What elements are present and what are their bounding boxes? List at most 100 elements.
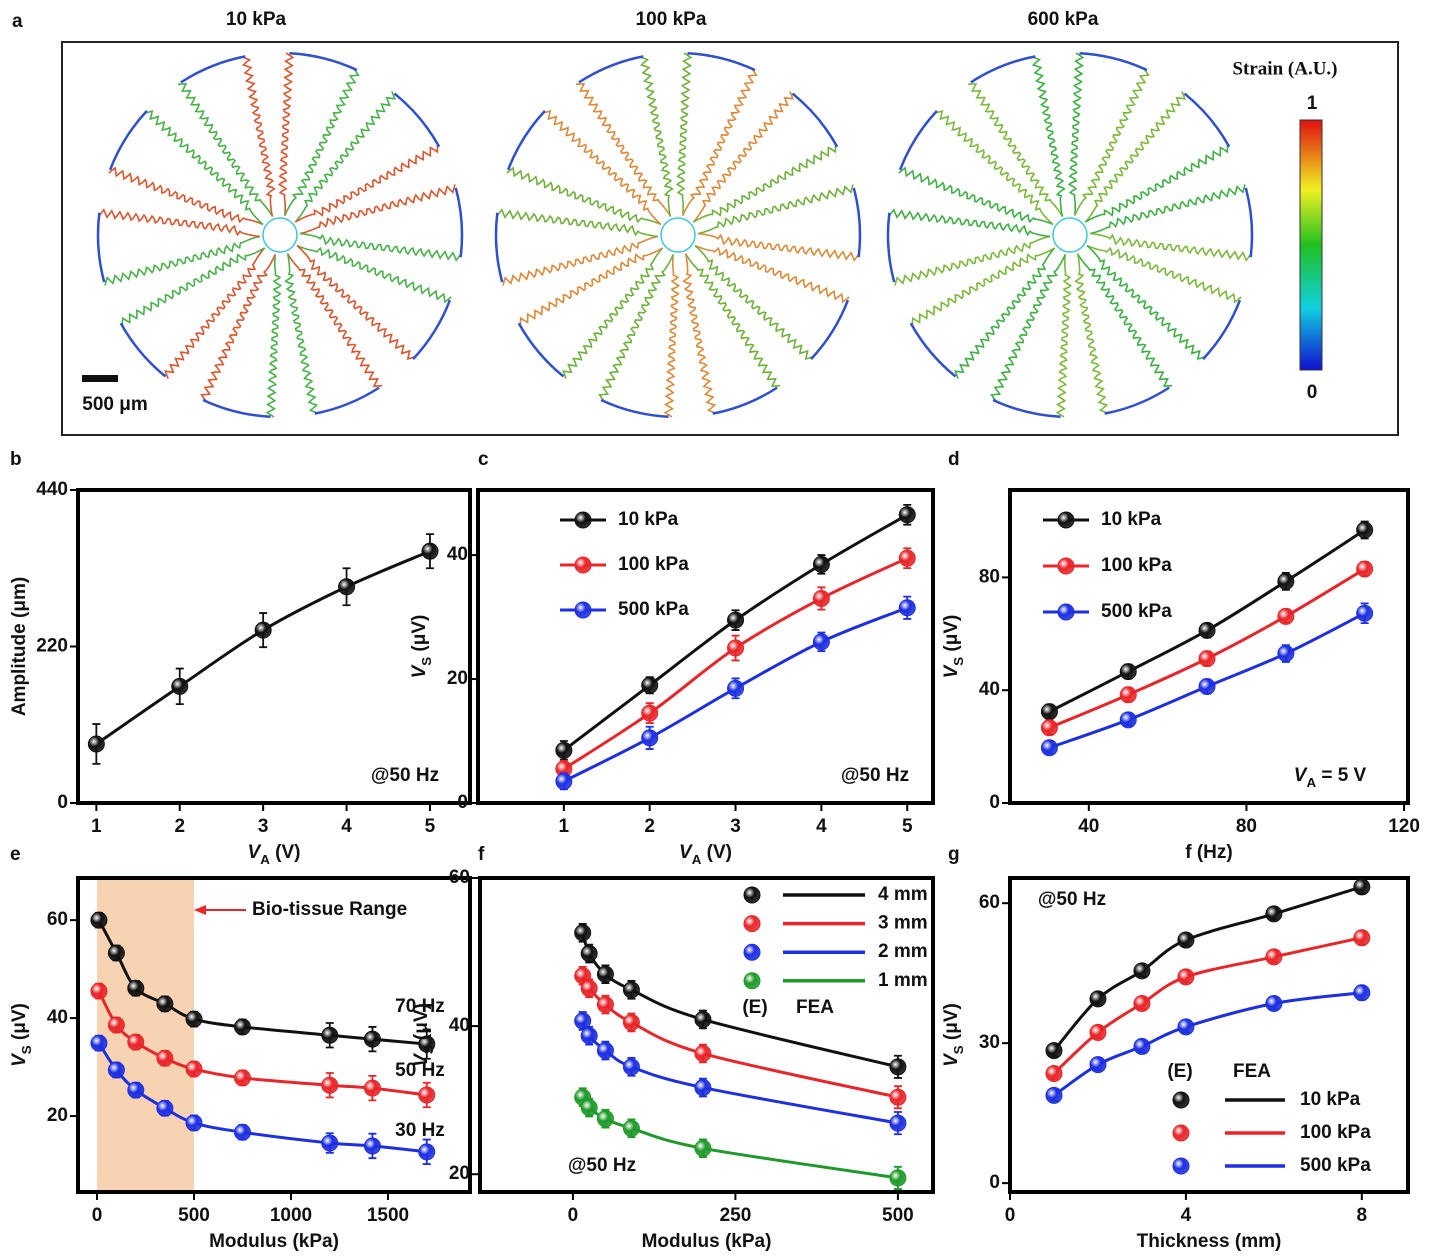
serpentine (99, 210, 260, 237)
x-axis-label-part: A (260, 852, 270, 867)
page: a10 kPa100 kPa600 kPaStrain (A.U.)01500 … (0, 0, 1429, 1256)
x-axis-label: VA (V) (679, 842, 732, 867)
annotation-part: A (1306, 775, 1316, 790)
y-tick-label: 220 (36, 636, 68, 657)
data-point (91, 912, 107, 928)
legend-label: 500 kPa (1101, 601, 1172, 622)
data-point (728, 640, 744, 656)
hub (661, 218, 695, 252)
y-tick-label: 20 (447, 668, 468, 689)
legend-marker (575, 557, 591, 573)
panel-letter: e (10, 844, 21, 865)
data-point (186, 1011, 202, 1027)
strain-map (98, 53, 462, 417)
data-point (899, 507, 915, 523)
data-point (890, 1115, 906, 1131)
data-point (1178, 932, 1194, 948)
data-point (1041, 720, 1057, 736)
sim-title: 10 kPa (226, 9, 287, 30)
annotation: @50 Hz (841, 765, 909, 786)
data-point (728, 680, 744, 696)
data-point (234, 1124, 250, 1140)
data-point (1278, 608, 1294, 624)
range-arrowhead (194, 905, 206, 915)
y-axis-label-part: (μV) (941, 1003, 962, 1045)
data-point (1090, 991, 1106, 1007)
outer-arc (1185, 94, 1230, 147)
x-tick-label: 8 (1357, 1205, 1368, 1226)
x-tick-label: 0 (92, 1205, 103, 1226)
outer-arc (203, 400, 270, 417)
data-point (419, 1087, 435, 1103)
x-tick-label: 4 (1181, 1205, 1192, 1226)
outer-arc (519, 323, 564, 376)
outer-arc (993, 400, 1060, 417)
data-point (108, 1017, 124, 1033)
y-tick-label: 40 (449, 1015, 470, 1036)
legend-label: 100 kPa (1101, 555, 1172, 576)
annotation: @50 Hz (371, 765, 439, 786)
data-point (1278, 573, 1294, 589)
serpentine (1069, 53, 1083, 216)
serpentine (242, 57, 274, 217)
x-axis-label-part: (V) (701, 842, 732, 863)
serpentine (145, 111, 264, 224)
x-axis-label: Modulus (kPa) (642, 1231, 772, 1252)
legend-label: 3 mm (878, 913, 928, 934)
serpentine (267, 254, 281, 417)
hub (263, 218, 297, 252)
data-point (1278, 646, 1294, 662)
plot-frame (1010, 490, 1408, 803)
data-point (1041, 740, 1057, 756)
data-point (556, 773, 572, 789)
y-tick-label: 440 (36, 479, 68, 500)
data-point (890, 1059, 906, 1075)
serpentine (955, 248, 1054, 379)
fit-line (1049, 569, 1364, 728)
data-point (339, 579, 355, 595)
outer-arc (290, 53, 357, 70)
figure: a10 kPa100 kPa600 kPaStrain (A.U.)01500 … (0, 0, 1429, 1256)
y-tick-label: 60 (449, 867, 470, 888)
y-axis-label: VS (μV) (9, 1003, 34, 1067)
data-point (813, 556, 829, 572)
colorbar-title: Strain (A.U.) (1232, 58, 1337, 79)
legend-label: 1 mm (878, 970, 928, 991)
data-point (623, 1120, 639, 1136)
serpentine (600, 254, 674, 401)
data-point (1046, 1087, 1062, 1103)
serpentine (1075, 69, 1149, 216)
panel-letter: b (10, 449, 22, 470)
x-tick-label: 1 (91, 816, 102, 837)
data-point (186, 1115, 202, 1131)
data-point (88, 736, 104, 752)
data-point (813, 590, 829, 606)
x-tick-label: 120 (1388, 816, 1420, 837)
scale-bar-label: 500 μm (82, 394, 148, 415)
data-point (581, 980, 597, 996)
outer-arc (579, 56, 643, 82)
outer-arc (456, 188, 462, 257)
x-tick-label: 5 (902, 816, 913, 837)
data-point (597, 1111, 613, 1127)
scale-bar (82, 375, 118, 382)
data-point (322, 1027, 338, 1043)
y-tick-label: 60 (47, 909, 68, 930)
x-axis-label: Modulus (kPa) (209, 1231, 339, 1252)
x-tick-label: 5 (425, 816, 436, 837)
x-axis-label: VA (V) (248, 842, 301, 867)
y-tick-label: 0 (457, 792, 468, 813)
y-axis-label-part: (μV) (9, 1003, 30, 1045)
serpentine (1085, 91, 1184, 222)
x-axis-label: Thickness (mm) (1137, 1231, 1282, 1252)
data-point (1357, 605, 1373, 621)
x-tick-label: 2 (644, 816, 655, 837)
y-tick-label: 30 (979, 1032, 1000, 1053)
legend-label: 500 kPa (1300, 1155, 1371, 1176)
x-tick-label: 1500 (367, 1205, 409, 1226)
data-point (1134, 963, 1150, 979)
data-point (695, 1046, 711, 1062)
serpentine (684, 254, 716, 414)
data-point (234, 1019, 250, 1035)
data-point (128, 980, 144, 996)
